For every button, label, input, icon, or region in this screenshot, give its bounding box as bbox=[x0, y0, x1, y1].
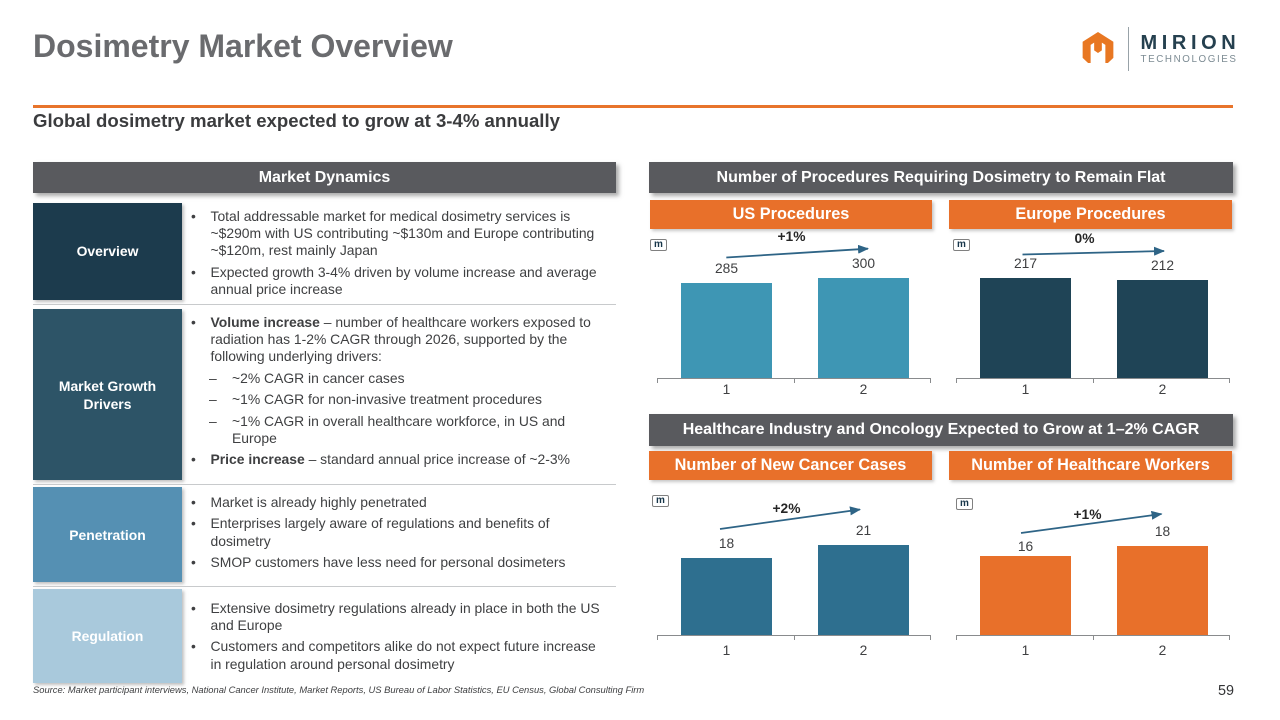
bar-value-label: 212 bbox=[1150, 258, 1175, 274]
bullet-item: • Customers and competitors alike do not… bbox=[191, 638, 596, 672]
x-tick-label: 1 bbox=[1021, 643, 1030, 658]
bullet-item: • Price increase – standard annual price… bbox=[191, 451, 570, 468]
section1-header: Number of Procedures Requiring Dosimetry… bbox=[649, 162, 1233, 193]
chart-title-new-cancer-cases: Number of New Cancer Cases bbox=[649, 451, 932, 480]
growth-label: +1% bbox=[777, 229, 806, 244]
bar-value-label: 16 bbox=[1017, 538, 1034, 554]
bar-value-label: 217 bbox=[1013, 256, 1038, 271]
unit-badge: m bbox=[650, 239, 667, 251]
bar-1 bbox=[681, 557, 772, 635]
bullet-subitem: – ~2% CAGR in cancer cases bbox=[209, 369, 405, 386]
unit-badge: m bbox=[652, 495, 669, 507]
bar-value-label: 21 bbox=[855, 523, 872, 538]
chart-europe-procedures: m 0% 217 212 1 2 bbox=[949, 230, 1232, 405]
row-label-overview: Overview bbox=[33, 202, 182, 300]
page-number: 59 bbox=[1217, 683, 1234, 699]
overview-bullets: • Total addressable market for medical d… bbox=[191, 208, 604, 303]
bar-value-label: 285 bbox=[714, 261, 739, 276]
growth-label: 0% bbox=[1074, 231, 1095, 246]
x-tick-label: 1 bbox=[722, 381, 731, 397]
chart-title-europe-procedures: Europe Procedures bbox=[949, 200, 1232, 229]
growth-label: +1% bbox=[1073, 506, 1102, 522]
penetration-bullets: • Market is already highly penetrated • … bbox=[191, 494, 604, 576]
chart-title-us-procedures: US Procedures bbox=[650, 200, 932, 229]
trend-arrow-icon bbox=[1020, 510, 1163, 534]
mirion-logo-mark-icon bbox=[1082, 32, 1114, 63]
trend-arrow-icon bbox=[1022, 246, 1165, 256]
bar-2 bbox=[818, 278, 909, 378]
mirion-logo: MIRION TECHNOLOGIES bbox=[1082, 0, 1252, 80]
bullet-item: • Market is already highly penetrated bbox=[191, 494, 427, 510]
bullet-subitem: – ~1% CAGR in overall healthcare workfor… bbox=[209, 412, 566, 446]
logo-subtext: TECHNOLOGIES bbox=[1140, 53, 1238, 65]
unit-badge: m bbox=[956, 497, 973, 510]
row-separator bbox=[33, 484, 616, 485]
bar-1 bbox=[980, 555, 1071, 635]
x-tick-label: 2 bbox=[1158, 381, 1167, 397]
row-label-regulation: Regulation bbox=[33, 589, 182, 683]
bar-1 bbox=[681, 283, 772, 378]
bullet-subitem: – ~1% CAGR for non-invasive treatment pr… bbox=[209, 391, 542, 408]
bar-value-label: 300 bbox=[851, 256, 876, 271]
bar-2 bbox=[1117, 280, 1208, 378]
x-tick-label: 2 bbox=[1158, 643, 1167, 658]
row-label-penetration: Penetration bbox=[33, 487, 182, 582]
logo-divider bbox=[1127, 27, 1129, 71]
market-growth-bullets: • Volume increase – number of healthcare… bbox=[191, 314, 604, 473]
section2-header: Healthcare Industry and Oncology Expecte… bbox=[649, 414, 1233, 446]
x-tick-label: 1 bbox=[1021, 381, 1030, 397]
bar-value-label: 18 bbox=[718, 535, 735, 551]
bullet-item: • Enterprises largely aware of regulatio… bbox=[191, 515, 550, 549]
bar-2 bbox=[818, 545, 909, 635]
trend-arrow-icon bbox=[726, 244, 869, 259]
bullet-item: • Volume increase – number of healthcare… bbox=[191, 313, 591, 365]
row-label-market-growth-drivers: Market Growth Drivers bbox=[33, 309, 182, 480]
accent-rule bbox=[33, 105, 1233, 108]
regulation-bullets: • Extensive dosimetry regulations alread… bbox=[191, 600, 604, 678]
growth-label: +2% bbox=[772, 501, 801, 516]
bullet-item: • Expected growth 3-4% driven by volume … bbox=[191, 263, 597, 298]
slide-subtitle: Global dosimetry market expected to grow… bbox=[33, 110, 560, 131]
bar-value-label: 18 bbox=[1154, 524, 1171, 539]
chart-healthcare-workers: m +1% 16 18 1 2 bbox=[949, 487, 1232, 662]
bullet-item: • Total addressable market for medical d… bbox=[191, 207, 595, 259]
x-tick-label: 2 bbox=[859, 643, 868, 658]
source-note: Source: Market participant interviews, N… bbox=[33, 685, 645, 695]
x-tick-label: 2 bbox=[859, 381, 868, 397]
chart-title-healthcare-workers: Number of Healthcare Workers bbox=[949, 451, 1232, 480]
bullet-item: • Extensive dosimetry regulations alread… bbox=[191, 599, 600, 633]
bullet-item: • SMOP customers have less need for pers… bbox=[191, 554, 566, 571]
chart-us-procedures: m +1% 285 300 1 2 bbox=[650, 229, 933, 405]
bar-1 bbox=[980, 278, 1071, 378]
row-separator bbox=[33, 586, 616, 587]
unit-badge: m bbox=[953, 239, 970, 251]
x-tick-label: 1 bbox=[722, 643, 731, 658]
chart-new-cancer-cases: m +2% 18 21 1 2 bbox=[650, 487, 933, 662]
bar-2 bbox=[1117, 546, 1208, 635]
logo-wordmark: MIRION bbox=[1140, 31, 1241, 54]
left-section-header: Market Dynamics bbox=[33, 162, 616, 193]
trend-arrow-icon bbox=[719, 506, 861, 530]
row-separator bbox=[33, 304, 616, 305]
page-title: Dosimetry Market Overview bbox=[33, 28, 453, 64]
